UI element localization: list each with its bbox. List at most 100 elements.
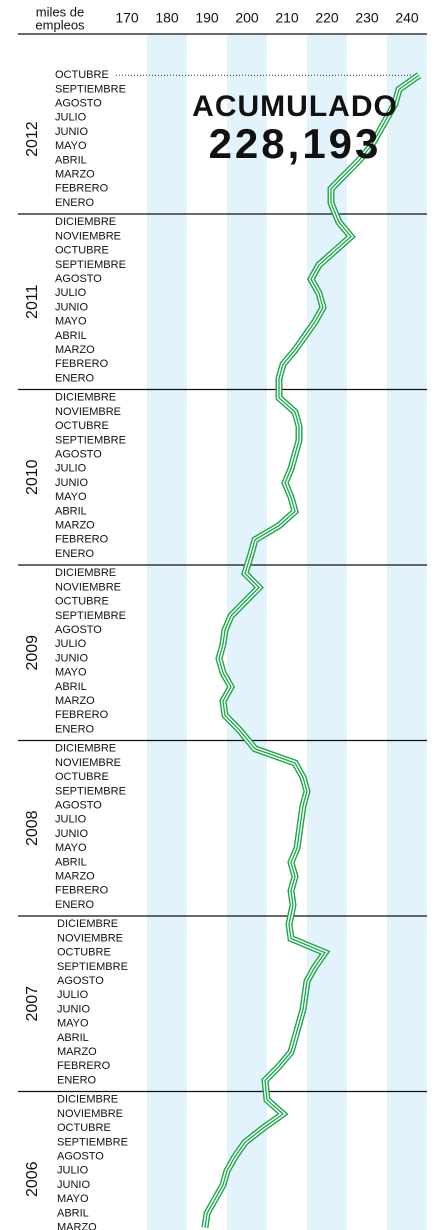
year-label: 2012 (24, 121, 41, 157)
x-tick-label: 180 (155, 10, 179, 26)
month-label: MARZO (57, 1222, 97, 1230)
shaded-band (307, 34, 347, 1230)
month-label: MAYO (55, 667, 87, 679)
month-label: OCTUBRE (55, 771, 109, 783)
month-label: JUNIO (55, 828, 88, 840)
month-label: ABRIL (57, 1207, 89, 1219)
month-label: SEPTIEMBRE (55, 259, 126, 271)
month-label: NOVIEMBRE (55, 757, 121, 769)
month-label: AGOSTO (55, 624, 102, 636)
month-label: MAYO (55, 316, 87, 328)
year-label: 2008 (24, 810, 41, 846)
month-label: JUNIO (55, 301, 88, 313)
month-label: FEBRERO (55, 885, 109, 897)
shaded-band (387, 34, 427, 1230)
month-label: NOVIEMBRE (57, 1108, 123, 1120)
month-label: JULIO (55, 112, 87, 124)
month-label: ABRIL (55, 856, 87, 868)
x-axis-label: empleos (35, 17, 85, 32)
month-label: ENERO (55, 723, 95, 735)
month-label: SEPTIEMBRE (55, 610, 126, 622)
month-label: FEBRERO (57, 1060, 111, 1072)
month-label: JUNIO (57, 1179, 90, 1191)
month-label: FEBRERO (55, 183, 109, 195)
month-label: JUNIO (55, 652, 88, 664)
month-label: SEPTIEMBRE (55, 434, 126, 446)
month-label: MAYO (55, 491, 87, 503)
annotation-value: 228,193 (209, 120, 382, 167)
month-label: DICIEMBRE (55, 392, 116, 404)
x-tick-label: 210 (275, 10, 299, 26)
month-label: MAYO (55, 842, 87, 854)
month-label: JULIO (57, 1165, 89, 1177)
month-label: DICIEMBRE (55, 567, 116, 579)
month-label: MARZO (55, 169, 95, 181)
year-label: 2007 (24, 986, 41, 1022)
month-label: ABRIL (55, 330, 87, 342)
month-label: MAYO (57, 1193, 89, 1205)
month-label: OCTUBRE (55, 245, 109, 257)
month-label: FEBRERO (55, 358, 109, 370)
month-label: JULIO (55, 463, 87, 475)
month-label: JULIO (55, 814, 87, 826)
month-label: ENERO (55, 197, 95, 209)
month-label: NOVIEMBRE (55, 581, 121, 593)
month-label: SEPTIEMBRE (55, 785, 126, 797)
month-label: MARZO (55, 871, 95, 883)
x-tick-label: 190 (195, 10, 219, 26)
month-label: MARZO (57, 1046, 97, 1058)
month-label: AGOSTO (57, 1151, 104, 1163)
x-tick-label: 170 (115, 10, 139, 26)
month-label: ENERO (55, 372, 95, 384)
month-label: MARZO (55, 344, 95, 356)
month-label: FEBRERO (55, 534, 109, 546)
month-label: AGOSTO (55, 273, 102, 285)
month-label: MARZO (55, 520, 95, 532)
month-label: JUNIO (55, 126, 88, 138)
month-label: OCTUBRE (57, 1122, 111, 1134)
month-label: OCTUBRE (55, 596, 109, 608)
month-label: ENERO (55, 899, 95, 911)
month-label: SEPTIEMBRE (55, 83, 126, 95)
month-label: OCTUBRE (55, 420, 109, 432)
x-axis-label: miles de (36, 4, 84, 19)
year-label: 2009 (24, 635, 41, 671)
month-label: NOVIEMBRE (55, 230, 121, 242)
year-label: 2010 (24, 459, 41, 495)
month-label: NOVIEMBRE (55, 406, 121, 418)
month-label: AGOSTO (57, 975, 104, 987)
month-label: ABRIL (57, 1032, 89, 1044)
month-label: JUNIO (57, 1003, 90, 1015)
shaded-band (227, 34, 267, 1230)
month-label: DICIEMBRE (57, 1094, 118, 1106)
month-label: AGOSTO (55, 98, 102, 110)
month-label: OCTUBRE (55, 69, 109, 81)
x-tick-label: 240 (395, 10, 419, 26)
month-label: ABRIL (55, 154, 87, 166)
month-label: NOVIEMBRE (57, 932, 123, 944)
month-label: DICIEMBRE (55, 216, 116, 228)
month-label: ABRIL (55, 681, 87, 693)
month-label: AGOSTO (55, 800, 102, 812)
x-tick-label: 220 (315, 10, 339, 26)
month-label: MAYO (55, 140, 87, 152)
month-label: SEPTIEMBRE (57, 961, 128, 973)
month-label: JULIO (55, 287, 87, 299)
shaded-band (147, 34, 187, 1230)
month-label: MARZO (55, 695, 95, 707)
month-label: JUNIO (55, 477, 88, 489)
month-label: DICIEMBRE (57, 918, 118, 930)
month-label: JULIO (57, 989, 89, 1001)
month-label: ENERO (55, 548, 95, 560)
month-label: JULIO (55, 638, 87, 650)
month-label: OCTUBRE (57, 947, 111, 959)
month-label: ABRIL (55, 505, 87, 517)
year-label: 2006 (24, 1161, 41, 1197)
month-label: DICIEMBRE (55, 743, 116, 755)
month-label: AGOSTO (55, 449, 102, 461)
year-label: 2011 (24, 284, 41, 319)
x-tick-label: 200 (235, 10, 259, 26)
annotation-title: ACUMULADO (192, 90, 398, 123)
data-line (204, 74, 420, 1228)
